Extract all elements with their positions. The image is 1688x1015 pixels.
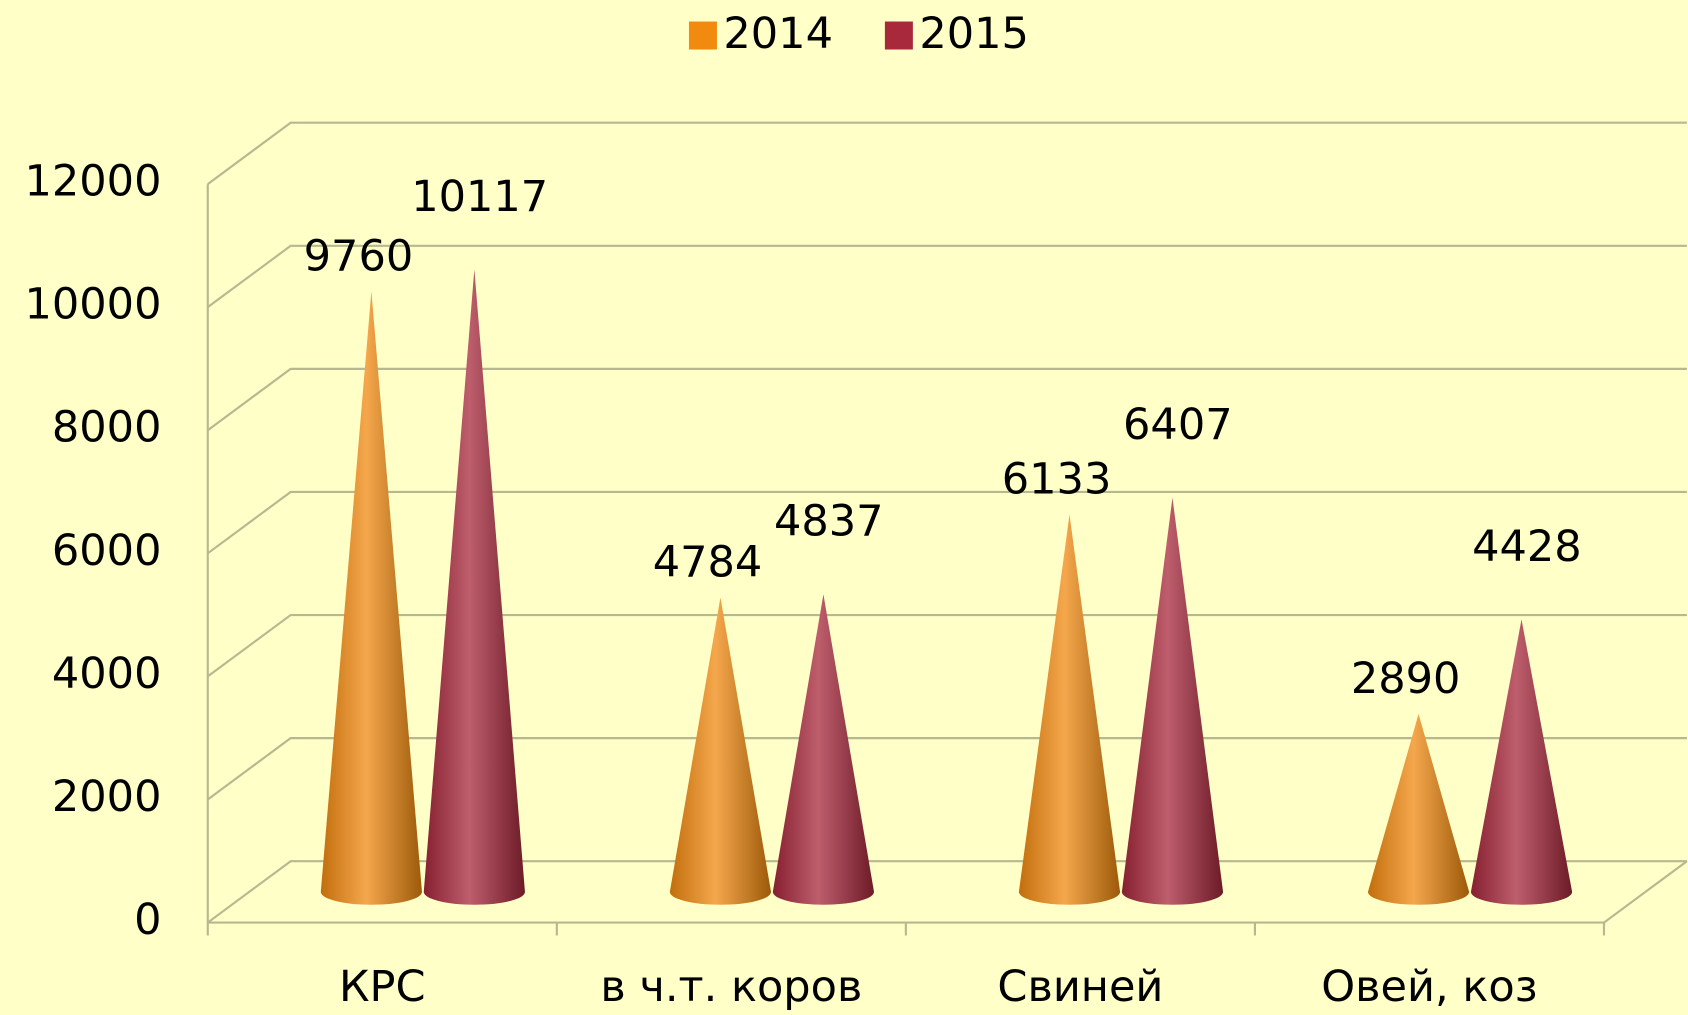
y-tick-label: 12000: [25, 157, 162, 207]
cone: [669, 597, 772, 905]
value-label: 4428: [1472, 522, 1582, 572]
x-tick-label: Свиней: [997, 962, 1163, 1012]
y-tick-label: 10000: [25, 280, 162, 330]
value-label: 4784: [653, 538, 763, 588]
cone: [1018, 514, 1121, 905]
grid-line: [207, 244, 1687, 309]
grid-line: [207, 613, 1687, 678]
cone: [1121, 497, 1224, 905]
value-label: 6133: [1002, 455, 1112, 505]
grid-line: [207, 860, 1687, 924]
value-label: 2890: [1351, 654, 1461, 704]
legend-swatch: [688, 21, 717, 50]
grid-line: [207, 121, 1687, 185]
value-label: 6407: [1123, 400, 1233, 450]
y-tick-label: 2000: [52, 772, 162, 822]
cone: [1470, 619, 1573, 905]
x-tick-label: в ч.т. коров: [600, 962, 862, 1012]
y-tick-label: 8000: [52, 403, 162, 453]
grid-line: [207, 737, 1687, 801]
value-label: 9760: [304, 231, 414, 281]
grid-line: [207, 490, 1687, 555]
x-tick-label: Овей, коз: [1321, 962, 1537, 1012]
value-label: 10117: [411, 172, 548, 222]
cone: [320, 291, 422, 905]
y-tick-label: 4000: [52, 649, 162, 699]
cone: [772, 594, 875, 905]
cone: [1367, 714, 1470, 905]
cone: [423, 269, 525, 905]
grid-line: [207, 367, 1687, 432]
y-tick-label: 0: [134, 895, 161, 945]
y-tick-label: 6000: [52, 526, 162, 576]
x-tick-label: КРС: [339, 962, 426, 1012]
value-label: 4837: [774, 497, 884, 547]
legend-swatch: [884, 21, 913, 50]
legend-label: 2015: [919, 9, 1029, 59]
legend-label: 2014: [723, 9, 833, 59]
